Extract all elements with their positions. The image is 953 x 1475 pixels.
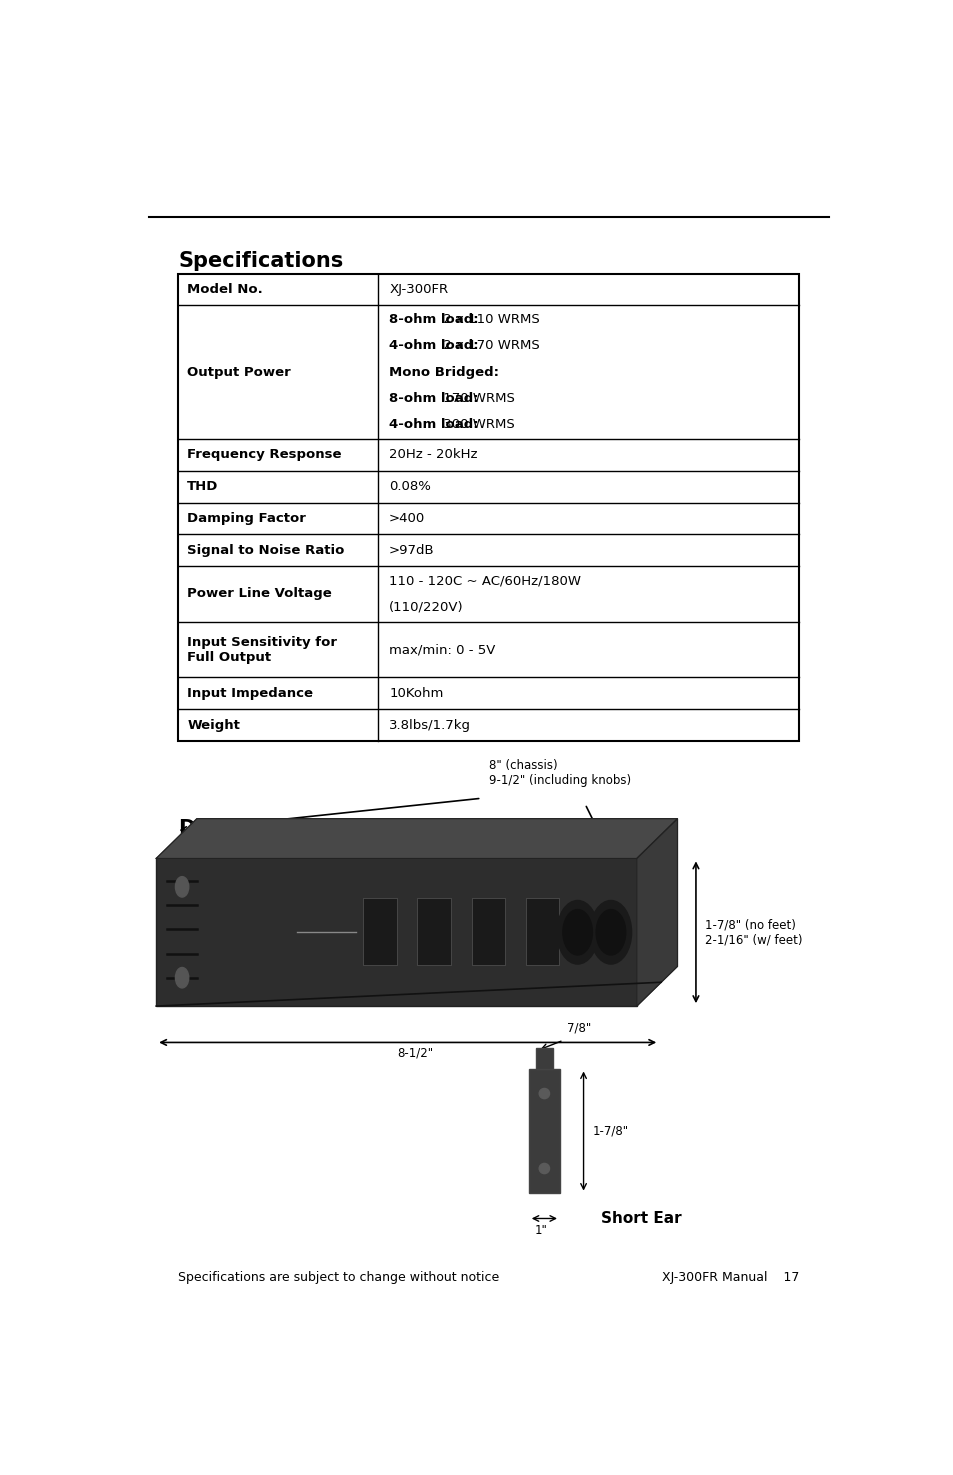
- Text: Damping Factor: Damping Factor: [187, 512, 306, 525]
- Text: 8" (chassis)
9-1/2" (including knobs): 8" (chassis) 9-1/2" (including knobs): [488, 760, 630, 786]
- Text: 4-ohm load:: 4-ohm load:: [389, 339, 478, 353]
- Text: 20Hz - 20kHz: 20Hz - 20kHz: [389, 448, 477, 462]
- Circle shape: [175, 876, 189, 897]
- Text: 4-ohm load:: 4-ohm load:: [389, 417, 478, 431]
- Text: Specifications are subject to change without notice: Specifications are subject to change wit…: [178, 1271, 499, 1285]
- Ellipse shape: [538, 1089, 549, 1099]
- Text: 2 x 110 WRMS: 2 x 110 WRMS: [438, 313, 538, 326]
- Text: Weight: Weight: [187, 718, 240, 732]
- Text: (110/220V): (110/220V): [389, 600, 463, 614]
- Text: Input Impedance: Input Impedance: [187, 687, 313, 699]
- Text: Input Sensitivity for
Full Output: Input Sensitivity for Full Output: [187, 636, 337, 664]
- Text: 10Kohm: 10Kohm: [389, 687, 443, 699]
- Text: Specifications: Specifications: [178, 251, 343, 271]
- Text: 1-7/8": 1-7/8": [592, 1124, 628, 1137]
- Circle shape: [562, 910, 592, 954]
- Circle shape: [590, 900, 631, 965]
- Text: Short Ear: Short Ear: [600, 1211, 680, 1226]
- Text: Dimensions: Dimensions: [178, 819, 314, 839]
- Polygon shape: [156, 819, 677, 858]
- Text: XJ-300FR Manual    17: XJ-300FR Manual 17: [661, 1271, 799, 1285]
- Text: 0.08%: 0.08%: [389, 479, 431, 493]
- Polygon shape: [637, 819, 677, 1006]
- Bar: [471, 898, 504, 965]
- Text: THD: THD: [187, 479, 218, 493]
- Bar: [525, 898, 558, 965]
- Text: max/min: 0 - 5V: max/min: 0 - 5V: [389, 643, 495, 656]
- Text: 110 - 120C ~ AC/60Hz/180W: 110 - 120C ~ AC/60Hz/180W: [389, 574, 580, 587]
- Bar: [536, 1049, 552, 1068]
- Text: 1": 1": [534, 1224, 546, 1238]
- Bar: [528, 1068, 559, 1193]
- Text: Frequency Response: Frequency Response: [187, 448, 341, 462]
- Circle shape: [557, 900, 598, 965]
- Ellipse shape: [538, 1164, 549, 1174]
- Bar: [417, 898, 450, 965]
- Text: >97dB: >97dB: [389, 544, 435, 556]
- Bar: [178, 273, 799, 740]
- Text: >400: >400: [389, 512, 425, 525]
- Circle shape: [596, 910, 625, 954]
- Text: 300 WRMS: 300 WRMS: [438, 417, 514, 431]
- Text: Power Line Voltage: Power Line Voltage: [187, 587, 332, 600]
- Text: Output Power: Output Power: [187, 366, 291, 379]
- Text: Model No.: Model No.: [187, 283, 263, 296]
- Bar: [156, 858, 636, 1006]
- Text: 170 WRMS: 170 WRMS: [438, 392, 514, 404]
- Text: 8-1/2": 8-1/2": [396, 1047, 433, 1061]
- Text: 7/8": 7/8": [567, 1022, 591, 1034]
- Text: 1-7/8" (no feet)
2-1/16" (w/ feet): 1-7/8" (no feet) 2-1/16" (w/ feet): [704, 919, 801, 947]
- Text: 8-ohm load:: 8-ohm load:: [389, 392, 478, 404]
- Text: XJ-300FR: XJ-300FR: [389, 283, 448, 296]
- Bar: [363, 898, 396, 965]
- Text: 3.8lbs/1.7kg: 3.8lbs/1.7kg: [389, 718, 471, 732]
- Text: 8-ohm load:: 8-ohm load:: [389, 313, 478, 326]
- Text: Signal to Noise Ratio: Signal to Noise Ratio: [187, 544, 344, 556]
- Text: Mono Bridged:: Mono Bridged:: [389, 366, 498, 379]
- Text: 2 x 170 WRMS: 2 x 170 WRMS: [438, 339, 538, 353]
- Circle shape: [175, 968, 189, 988]
